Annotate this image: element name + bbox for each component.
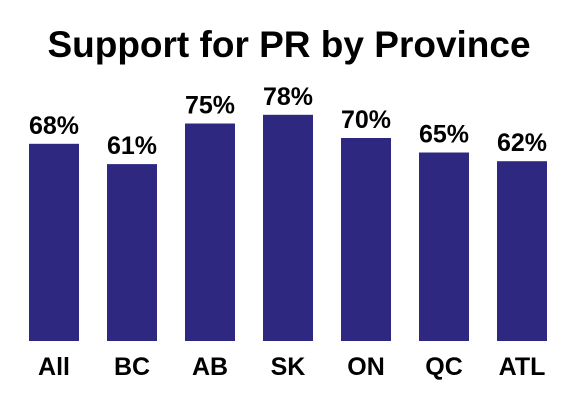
x-tick-label-atl: ATL [499,353,546,381]
value-label-sk: 78% [263,83,313,111]
x-tick-label-on: ON [347,353,385,381]
value-label-bc: 61% [107,132,157,160]
bar-sk [263,114,313,341]
x-tick-label-sk: SK [271,353,306,381]
bar-atl [497,161,547,341]
bar-qc [419,152,469,341]
bar-ab [185,123,235,341]
x-tick-label-ab: AB [192,353,228,381]
value-label-ab: 75% [185,92,235,120]
value-labels-group: 68% 61% 75% 78% 70% 65% 62% [29,83,547,160]
x-tick-labels-group: All BC AB SK ON QC ATL [38,353,545,381]
chart-title: Support for PR by Province [47,24,531,65]
value-label-all: 68% [29,112,79,140]
x-tick-label-bc: BC [114,353,150,381]
bar-bc [107,164,157,341]
value-label-qc: 65% [419,121,469,149]
bar-on [341,138,391,341]
value-label-atl: 62% [497,129,547,157]
bars-group [29,114,547,341]
bar-all [29,143,79,341]
x-tick-label-all: All [38,353,70,381]
x-tick-label-qc: QC [425,353,463,381]
value-label-on: 70% [341,106,391,134]
